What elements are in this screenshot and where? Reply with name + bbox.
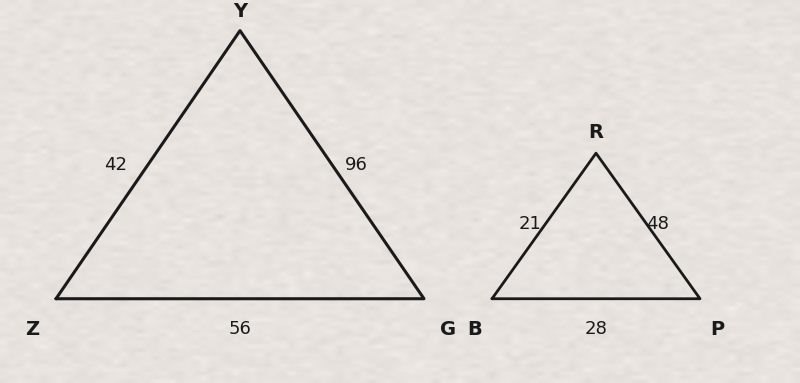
Text: Y: Y: [233, 2, 247, 21]
Text: P: P: [710, 320, 725, 339]
Text: Z: Z: [25, 320, 39, 339]
Text: 28: 28: [585, 321, 607, 338]
Text: 48: 48: [646, 215, 669, 233]
Text: 56: 56: [229, 321, 251, 338]
Text: 42: 42: [105, 156, 127, 173]
Text: 21: 21: [518, 215, 541, 233]
Text: R: R: [589, 123, 603, 142]
Text: G: G: [440, 320, 456, 339]
Text: 96: 96: [345, 156, 367, 173]
Text: B: B: [467, 320, 482, 339]
